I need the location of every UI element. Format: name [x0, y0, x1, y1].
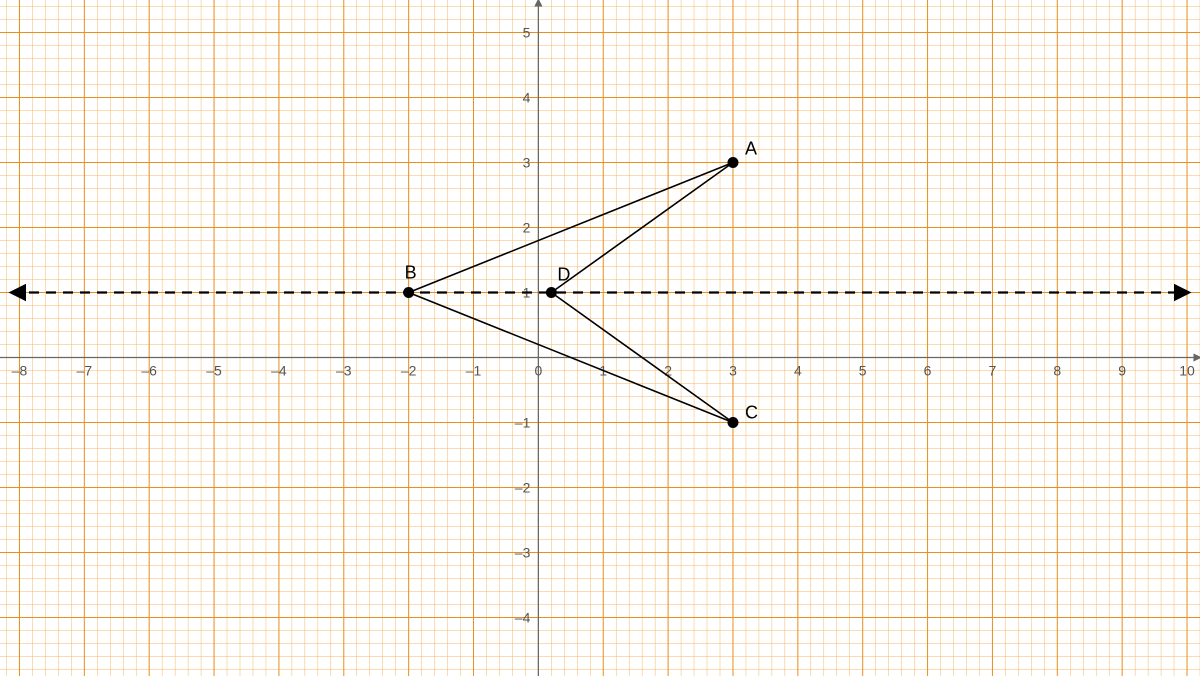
x-tick-label: 3	[729, 363, 737, 379]
x-tick-label: 6	[924, 363, 932, 379]
x-tick-label: 0	[534, 363, 542, 379]
point-label-A: A	[745, 139, 757, 159]
y-tick-label: 5	[523, 25, 531, 41]
y-tick-label: 3	[523, 155, 531, 171]
y-tick-label: –3	[515, 545, 531, 561]
point-label-B: B	[405, 263, 417, 283]
point-D	[546, 287, 557, 298]
x-tick-label: 5	[859, 363, 867, 379]
point-A	[727, 157, 738, 168]
x-tick-label: –3	[336, 363, 352, 379]
x-tick-label: 10	[1179, 363, 1195, 379]
point-C	[727, 417, 738, 428]
y-tick-label: –1	[515, 415, 531, 431]
y-tick-label: 2	[523, 220, 531, 236]
x-tick-label: –4	[271, 363, 287, 379]
x-tick-label: 8	[1053, 363, 1061, 379]
point-label-D: D	[557, 265, 570, 285]
x-tick-label: –2	[401, 363, 417, 379]
plot-background	[0, 0, 1200, 676]
x-tick-label: 7	[989, 363, 997, 379]
x-tick-label: –6	[141, 363, 157, 379]
x-tick-label: –7	[77, 363, 93, 379]
x-tick-label: –1	[466, 363, 482, 379]
x-tick-label: –5	[206, 363, 222, 379]
y-tick-label: 4	[523, 90, 531, 106]
y-tick-label: –4	[515, 610, 531, 626]
coordinate-plane: –8–7–6–5–4–3–2–1012345678910–4–3–2–11234…	[0, 0, 1200, 676]
y-tick-label: –2	[515, 480, 531, 496]
point-B	[403, 287, 414, 298]
x-tick-label: 4	[794, 363, 802, 379]
x-tick-label: 9	[1118, 363, 1126, 379]
point-label-C: C	[745, 403, 758, 423]
x-tick-label: –8	[12, 363, 28, 379]
